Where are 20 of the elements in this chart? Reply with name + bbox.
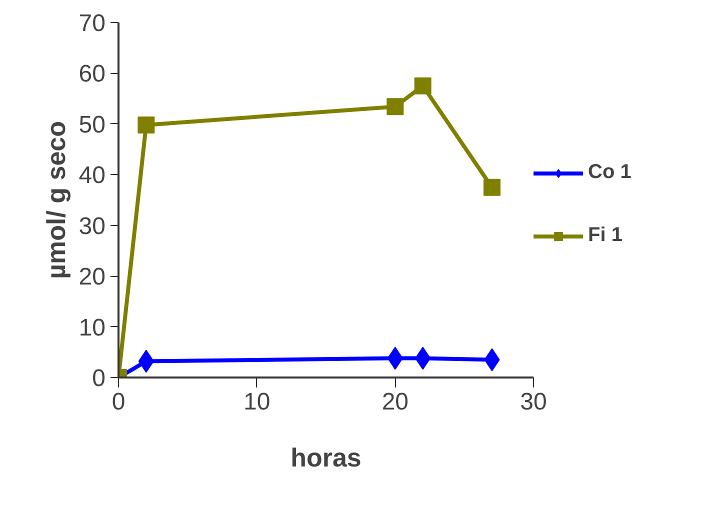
x-tick-label: 30 [520, 388, 547, 416]
x-tick-label: 10 [243, 388, 270, 416]
x-tick-label: 20 [382, 388, 409, 416]
legend-label: Co 1 [588, 161, 632, 184]
y-tick-label: 60 [78, 60, 106, 88]
y-tick-label: 20 [78, 264, 106, 291]
y-axis-title: µmol/ g seco [40, 120, 71, 280]
y-tick-label: 70 [78, 10, 106, 37]
x-axis-title: horas [290, 442, 362, 472]
y-tick-label: 40 [78, 162, 106, 190]
y-tick-label: 50 [78, 111, 106, 138]
point [414, 77, 432, 94]
y-tick-label: 10 [78, 314, 106, 342]
x-tick-label: 0 [112, 388, 126, 416]
y-tick-label: 0 [92, 365, 106, 392]
legend-label: Fi 1 [588, 224, 622, 247]
point [138, 116, 155, 134]
point [386, 98, 404, 116]
y-tick-label: 30 [78, 212, 106, 240]
point [484, 178, 500, 196]
